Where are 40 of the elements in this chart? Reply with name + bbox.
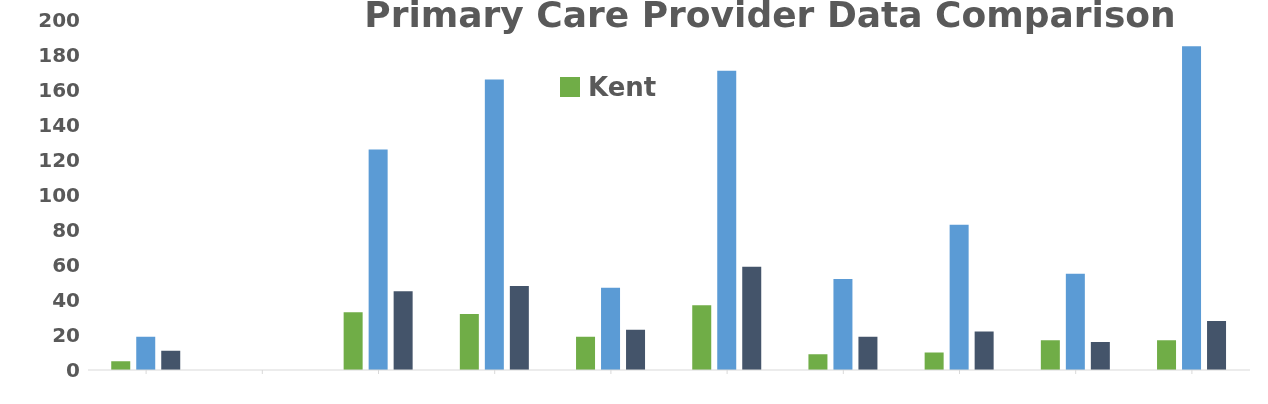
bar (601, 287, 621, 370)
y-tick-label: 200 (38, 8, 80, 33)
bar (924, 352, 944, 370)
bar (1207, 321, 1227, 370)
y-tick-label: 180 (38, 43, 80, 68)
y-tick-label: 40 (52, 288, 80, 313)
bar (626, 329, 646, 370)
bar (576, 336, 596, 370)
bar (161, 350, 181, 370)
bar (459, 314, 479, 370)
bar (509, 286, 529, 370)
y-tick-label: 20 (52, 323, 80, 348)
y-tick-label: 140 (38, 113, 80, 138)
bar (974, 331, 994, 370)
y-tick-label: 80 (52, 218, 80, 243)
y-tick-label: 120 (38, 148, 80, 173)
bar (858, 336, 878, 370)
bar (343, 312, 363, 370)
bar (742, 266, 762, 370)
bar (833, 279, 853, 370)
bar (949, 224, 969, 370)
y-tick-label: 160 (38, 78, 80, 103)
y-tick-label: 60 (52, 253, 80, 278)
bar (808, 354, 828, 370)
y-tick-label: 100 (38, 183, 80, 208)
chart-title: Primary Care Provider Data Comparison (363, 0, 1177, 35)
bar (393, 291, 413, 370)
bar (111, 361, 131, 370)
bar (484, 79, 504, 370)
bar (1065, 273, 1085, 370)
bar (136, 336, 156, 370)
bar (717, 70, 737, 370)
bar (1182, 46, 1202, 370)
bar (368, 149, 388, 370)
y-tick-label: 0 (66, 358, 80, 383)
bar (1090, 342, 1110, 370)
bar (692, 305, 712, 370)
legend-label: Kent (587, 72, 657, 102)
bar (1040, 340, 1060, 370)
bar (1157, 340, 1177, 370)
